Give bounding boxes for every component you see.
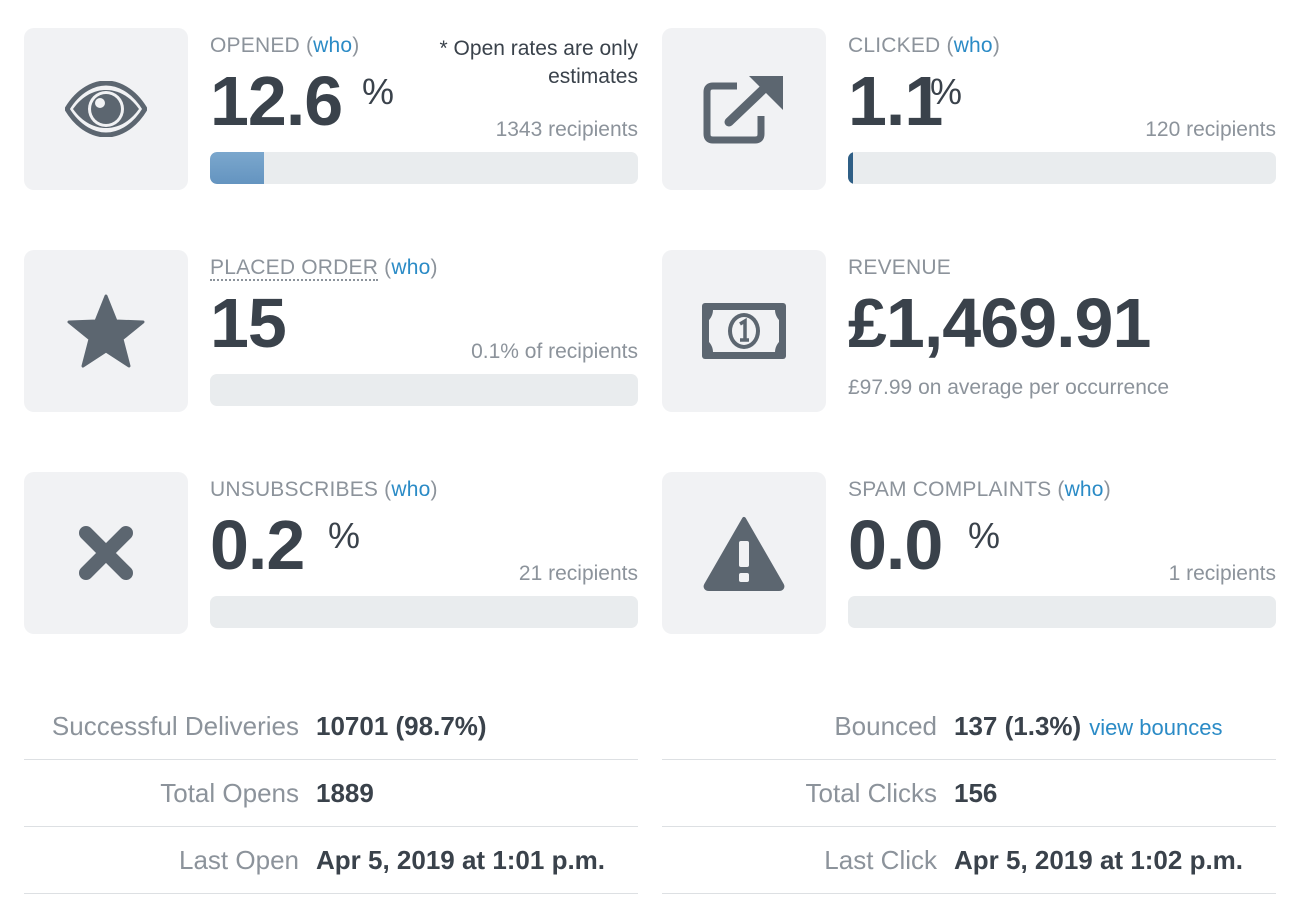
clicked-progress-fill (848, 152, 853, 184)
stats-row-deliveries: Successful Deliveries 10701 (98.7%) (24, 693, 638, 760)
unsubscribes-icon-tile (24, 472, 188, 634)
spam-who-link[interactable]: who (1064, 478, 1104, 501)
delivery-stats-table: Successful Deliveries 10701 (98.7%) Tota… (24, 693, 638, 894)
unsubscribes-percent-sign: % (328, 515, 361, 556)
placed-order-card: PLACED ORDER (who) 15 0.1% of recipients (24, 250, 638, 412)
revenue-label: REVENUE (848, 256, 951, 279)
stats-label: Last Open (179, 844, 299, 875)
opened-who-link[interactable]: who (313, 34, 353, 57)
stats-value: 137 (1.3%) view bounces (954, 710, 1223, 741)
clicked-progress-bar (848, 152, 1276, 184)
stats-row-total-opens: Total Opens 1889 (24, 760, 638, 827)
opened-percent-sign: % (362, 71, 395, 112)
stats-label: Last Click (824, 844, 937, 875)
stats-row-bounced: Bounced 137 (1.3%) view bounces (662, 693, 1276, 760)
stats-row-last-click: Last Click Apr 5, 2019 at 1:02 p.m. (662, 827, 1276, 894)
unsubscribes-card: UNSUBSCRIBES (who) 0.2 % 21 recipients (24, 472, 638, 634)
clicked-percent-sign: % (930, 71, 963, 112)
unsubscribes-recipients: 21 recipients (518, 562, 638, 585)
clicked-card: CLICKED (who) 1.1 % 120 recipients (662, 28, 1276, 190)
warning-icon (703, 517, 785, 591)
opened-card: OPENED (who) * Open rates are only estim… (24, 28, 638, 190)
spam-percent-sign: % (968, 515, 1001, 556)
stats-label: Bounced (834, 710, 937, 741)
stats-value: Apr 5, 2019 at 1:01 p.m. (316, 844, 606, 875)
placed-order-count: 15 (210, 284, 287, 362)
stats-value: 10701 (98.7%) (316, 710, 487, 741)
stats-row-total-clicks: Total Clicks 156 (662, 760, 1276, 827)
unsubscribes-label: UNSUBSCRIBES (who) (210, 478, 438, 501)
view-bounces-link[interactable]: view bounces (1089, 714, 1223, 740)
eye-icon (65, 81, 147, 137)
clicked-rate: 1.1 (848, 62, 943, 140)
opened-recipients: 1343 recipients (495, 118, 638, 141)
opened-icon-tile (24, 28, 188, 190)
stats-value: 1889 (316, 777, 374, 808)
revenue-average: £97.99 on average per occurrence (848, 376, 1170, 399)
stats-value: Apr 5, 2019 at 1:02 p.m. (954, 844, 1244, 875)
revenue-icon-tile (662, 250, 826, 412)
stats-value: 156 (954, 777, 998, 808)
clicked-who-link[interactable]: who (953, 34, 993, 57)
opened-progress-fill (210, 152, 264, 184)
spam-label: SPAM COMPLAINTS (who) (848, 478, 1111, 501)
banknote-icon (702, 303, 786, 359)
engagement-stats-table: Bounced 137 (1.3%) view bounces Total Cli… (662, 693, 1276, 894)
external-link-icon (703, 76, 783, 144)
clicked-recipients: 120 recipients (1145, 118, 1276, 141)
star-icon (67, 294, 145, 368)
close-x-icon (79, 526, 133, 580)
opened-rate: 12.6 (210, 62, 343, 140)
unsubscribes-rate: 0.2 (210, 506, 305, 584)
placed-order-who-link[interactable]: who (391, 256, 431, 279)
stats-label: Total Opens (160, 777, 299, 808)
placed-order-icon-tile (24, 250, 188, 412)
spam-icon-tile (662, 472, 826, 634)
opened-label: OPENED (who) (210, 34, 360, 57)
spam-rate: 0.0 (848, 506, 943, 584)
stats-label: Total Clicks (805, 777, 937, 808)
spam-recipients: 1 recipients (1168, 562, 1276, 585)
unsubscribes-progress-bar (210, 596, 638, 628)
clicked-label: CLICKED (who) (848, 34, 1001, 57)
placed-order-progress-bar (210, 374, 638, 406)
unsubscribes-who-link[interactable]: who (391, 478, 431, 501)
placed-order-recipients: 0.1% of recipients (471, 340, 638, 363)
opened-progress-bar (210, 152, 638, 184)
stats-label: Successful Deliveries (51, 710, 299, 741)
clicked-icon-tile (662, 28, 826, 190)
stats-row-last-open: Last Open Apr 5, 2019 at 1:01 p.m. (24, 827, 638, 894)
open-rate-note: * Open rates are only estimates (439, 37, 638, 88)
revenue-card: REVENUE £1,469.91 £97.99 on average per … (662, 250, 1276, 412)
placed-order-label: PLACED ORDER (who) (210, 256, 438, 281)
spam-card: SPAM COMPLAINTS (who) 0.0 % 1 recipients (662, 472, 1276, 634)
spam-progress-bar (848, 596, 1276, 628)
revenue-amount: £1,469.91 (848, 284, 1151, 362)
